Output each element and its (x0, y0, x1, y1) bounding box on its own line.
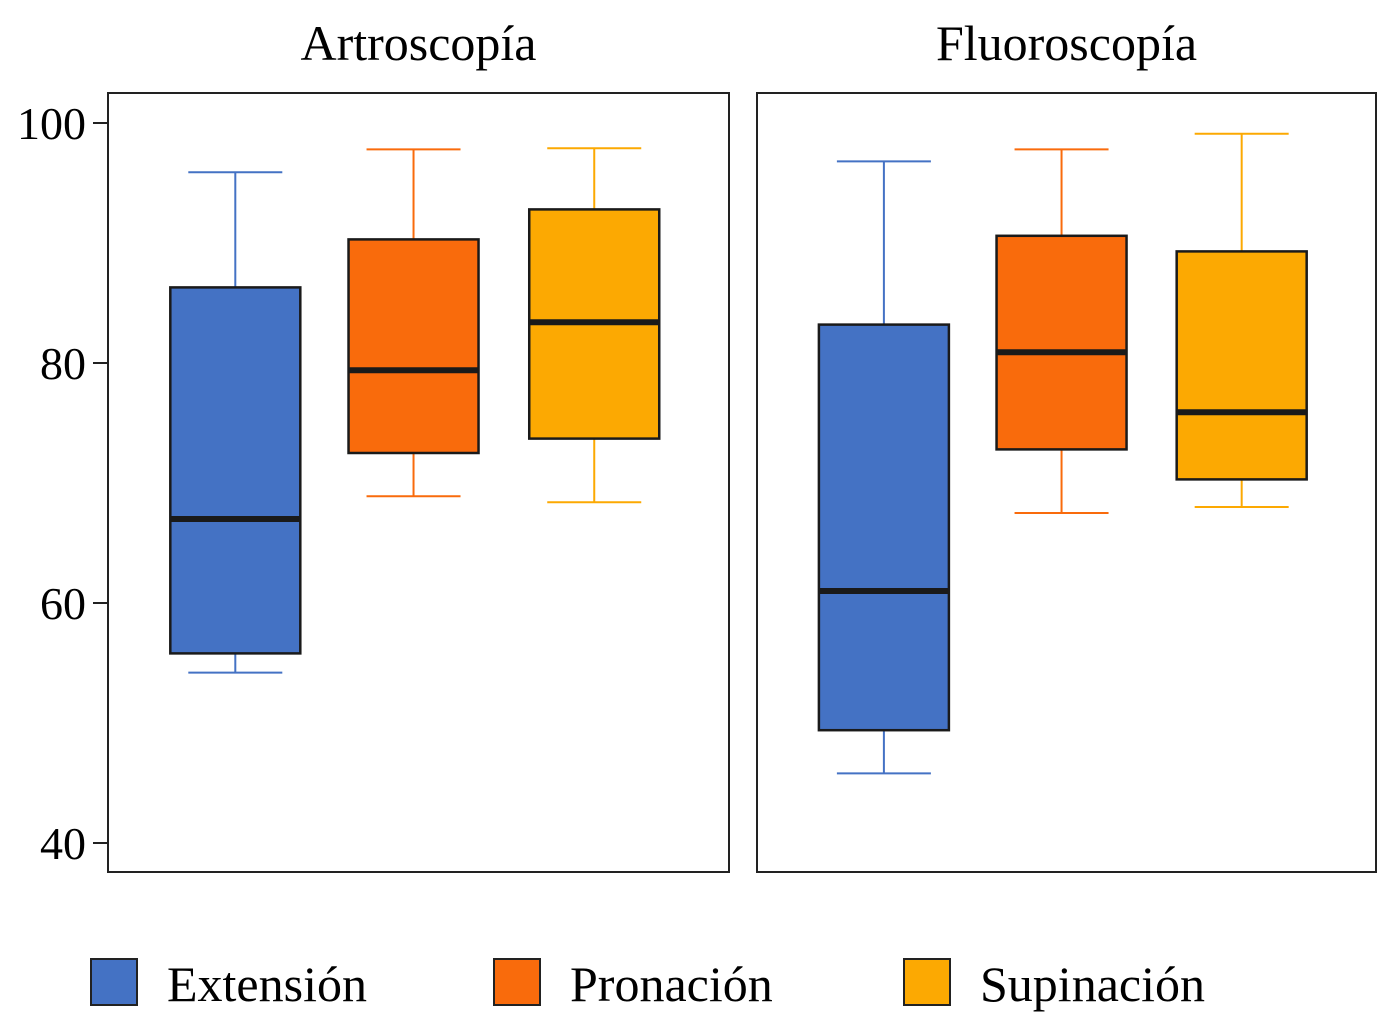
y-axis: 40 60 80 100 (17, 98, 108, 869)
legend-swatch (90, 958, 138, 1006)
y-tick-label: 60 (40, 578, 86, 629)
panel-frame (107, 92, 730, 873)
box-Supinación (527, 147, 661, 504)
y-tick-label: 40 (40, 818, 86, 869)
box-iqr (169, 286, 302, 655)
box-Extensión (169, 171, 302, 674)
legend-label: Pronación (570, 956, 773, 1012)
legend-label: Supinación (980, 956, 1205, 1012)
box-Supinación (1175, 132, 1308, 508)
y-tick-label: 80 (40, 338, 86, 389)
panel-0: Artroscopía (107, 15, 730, 873)
box-Pronación (347, 148, 480, 498)
panels: Artroscopía Fluoroscopía (107, 15, 1377, 873)
box-Extensión (817, 160, 951, 775)
legend: Extensión Pronación Supinación (90, 956, 1205, 1012)
box-iqr (347, 238, 480, 455)
legend-label: Extensión (167, 956, 367, 1012)
box-iqr (817, 323, 951, 732)
panel-title: Artroscopía (300, 15, 536, 71)
box-Pronación (995, 148, 1128, 514)
legend-swatch (903, 958, 951, 1006)
box-iqr (995, 234, 1128, 451)
legend-item-1: Pronación (493, 956, 773, 1012)
y-tick-label: 100 (17, 98, 86, 149)
panel-1: Fluoroscopía (756, 15, 1377, 873)
legend-item-2: Supinación (903, 956, 1205, 1012)
panel-frame (756, 92, 1377, 873)
panel-title: Fluoroscopía (936, 15, 1197, 71)
legend-item-0: Extensión (90, 956, 367, 1012)
box-iqr (1175, 250, 1308, 481)
legend-swatch (493, 958, 541, 1006)
